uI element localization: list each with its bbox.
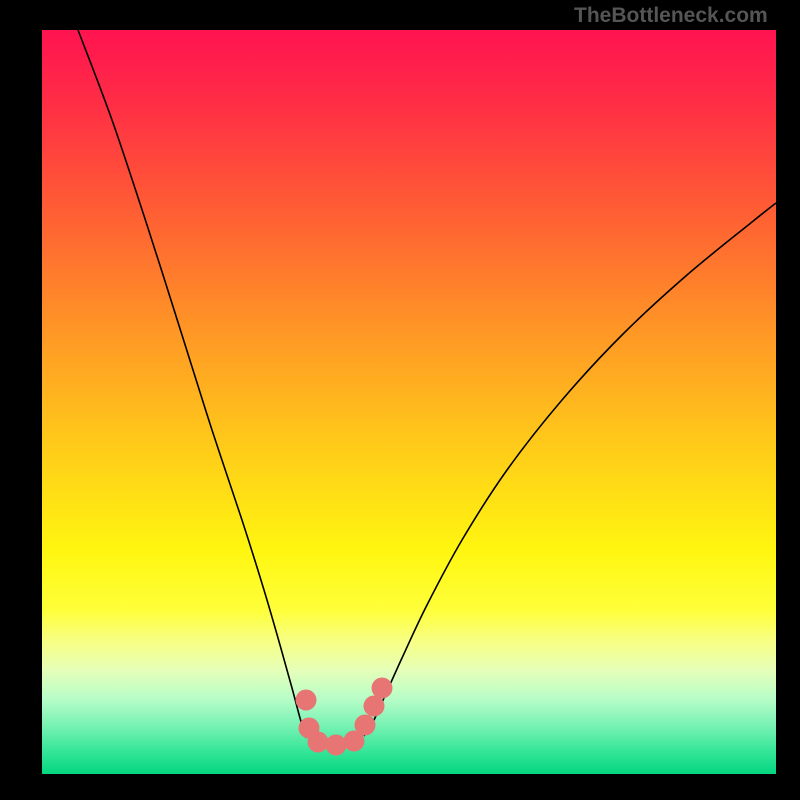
gradient-background (42, 30, 776, 774)
chart-svg (42, 30, 776, 774)
watermark: TheBottleneck.com (574, 4, 768, 28)
data-marker (372, 678, 393, 699)
data-marker (296, 690, 317, 711)
watermark-text: TheBottleneck.com (574, 4, 768, 27)
data-marker (364, 696, 385, 717)
plot-area (42, 30, 776, 774)
data-marker (326, 735, 347, 756)
chart-container: TheBottleneck.com (0, 0, 800, 800)
data-marker (308, 732, 329, 753)
data-marker (355, 715, 376, 736)
